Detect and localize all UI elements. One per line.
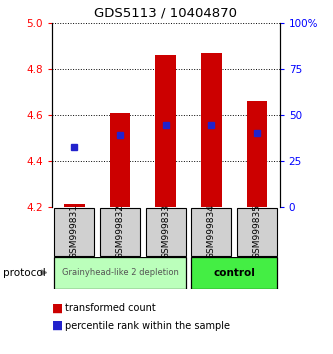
Text: ■: ■: [52, 319, 63, 332]
Text: GSM999832: GSM999832: [116, 204, 125, 259]
Bar: [146, 207, 186, 256]
Text: percentile rank within the sample: percentile rank within the sample: [65, 321, 230, 331]
Text: transformed count: transformed count: [65, 303, 156, 313]
Bar: [191, 257, 277, 289]
Bar: [191, 207, 231, 256]
Bar: [110, 113, 130, 207]
Bar: [156, 55, 176, 207]
Bar: [54, 257, 186, 289]
Bar: [201, 53, 221, 207]
Text: ■: ■: [52, 302, 63, 314]
Text: GSM999833: GSM999833: [161, 204, 170, 259]
Text: GSM999834: GSM999834: [207, 204, 216, 259]
Text: GSM999831: GSM999831: [70, 204, 79, 259]
Bar: [100, 207, 140, 256]
Bar: [54, 207, 95, 256]
Bar: [64, 204, 85, 207]
Bar: [247, 101, 267, 207]
Title: GDS5113 / 10404870: GDS5113 / 10404870: [94, 6, 237, 19]
Text: protocol: protocol: [3, 268, 46, 278]
Text: Grainyhead-like 2 depletion: Grainyhead-like 2 depletion: [62, 268, 178, 277]
Text: GSM999835: GSM999835: [252, 204, 261, 259]
Text: control: control: [213, 268, 255, 278]
Bar: [237, 207, 277, 256]
